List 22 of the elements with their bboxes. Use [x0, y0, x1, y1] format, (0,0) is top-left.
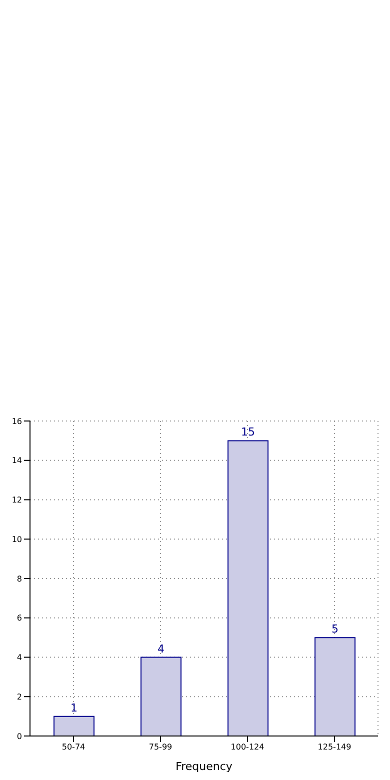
x-tick-label: 75-99 — [148, 742, 172, 752]
y-tick-label: 14 — [12, 456, 22, 466]
y-tick-label: 0 — [16, 732, 22, 741]
y-tick-label: 12 — [12, 496, 22, 505]
y-tick-label: 2 — [16, 692, 22, 702]
x-tick-label: 125-149 — [318, 742, 352, 752]
data-label: 15 — [241, 426, 255, 439]
y-tick-label: 10 — [12, 534, 22, 544]
bar — [314, 637, 356, 736]
data-label: 4 — [158, 642, 164, 656]
x-tick-label: 100-124 — [230, 742, 264, 752]
y-tick-label: 8 — [16, 574, 22, 584]
y-tick-label: 6 — [16, 614, 22, 623]
bar — [54, 716, 94, 736]
y-tick-label: 16 — [12, 416, 22, 426]
x-tick-label: 50-74 — [62, 742, 86, 752]
data-label: 1 — [70, 701, 78, 714]
bar — [228, 440, 268, 736]
x-axis-title: Frequency — [176, 760, 233, 773]
bar — [140, 656, 182, 736]
data-label: 5 — [332, 622, 338, 636]
y-tick-label: 4 — [16, 653, 22, 662]
